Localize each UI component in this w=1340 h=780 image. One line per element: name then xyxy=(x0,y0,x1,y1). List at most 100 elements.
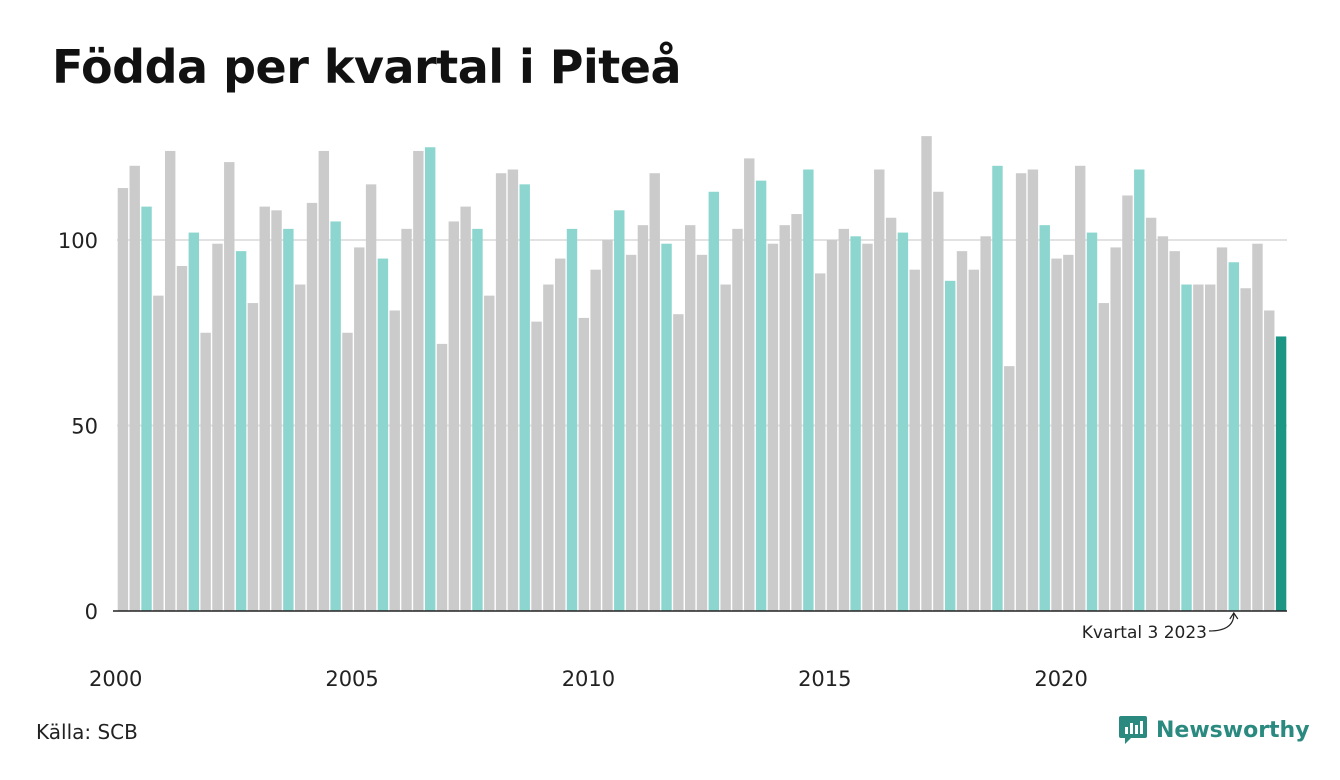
bar xyxy=(661,243,672,611)
bar xyxy=(1240,288,1251,611)
bar xyxy=(507,169,519,611)
bar xyxy=(1051,258,1062,611)
bar xyxy=(153,295,164,611)
bar xyxy=(803,169,814,611)
bar xyxy=(460,206,471,612)
bar xyxy=(744,158,755,611)
source-note: Källa: SCB xyxy=(36,720,138,744)
y-tick-label: 50 xyxy=(71,415,98,439)
bar xyxy=(992,165,1003,612)
bar xyxy=(625,254,637,611)
y-tick-label: 100 xyxy=(58,229,98,253)
annotation-arrowhead xyxy=(1229,611,1239,620)
bar xyxy=(176,265,188,611)
bar xyxy=(1063,254,1074,611)
bar xyxy=(791,214,802,611)
bar xyxy=(968,269,980,611)
bar xyxy=(1169,251,1180,611)
bar xyxy=(590,269,601,611)
bar xyxy=(1157,236,1169,612)
bar xyxy=(389,310,400,611)
bar xyxy=(1027,169,1039,611)
bar xyxy=(519,184,530,611)
bar xyxy=(141,206,152,612)
bar xyxy=(720,284,731,611)
x-tick-label: 2005 xyxy=(325,667,378,691)
brand-name: Newsworthy xyxy=(1156,717,1310,743)
bar xyxy=(944,280,956,611)
bar xyxy=(862,243,873,611)
bar xyxy=(401,228,412,611)
bar xyxy=(283,228,294,611)
bar xyxy=(318,150,330,611)
bar xyxy=(472,228,483,611)
bar xyxy=(531,321,542,611)
bar xyxy=(1193,284,1204,611)
bar xyxy=(673,314,684,611)
bar xyxy=(1110,247,1121,612)
bar xyxy=(779,225,790,611)
bar xyxy=(956,251,968,611)
bar xyxy=(767,243,779,611)
bar xyxy=(1204,284,1216,611)
brand-logo[interactable]: Newsworthy xyxy=(1118,714,1310,746)
bar xyxy=(484,295,495,611)
bar xyxy=(566,228,578,611)
bar xyxy=(117,188,129,611)
bar xyxy=(354,247,365,612)
x-tick-label: 2000 xyxy=(89,667,142,691)
bar xyxy=(885,217,897,612)
bar xyxy=(413,150,424,611)
bar xyxy=(814,273,826,611)
newsworthy-logo-icon xyxy=(1119,716,1147,744)
bar xyxy=(1122,195,1133,612)
bar xyxy=(921,136,932,611)
bar xyxy=(259,206,270,612)
bar xyxy=(1039,225,1050,611)
bar xyxy=(897,232,909,611)
y-tick-label: 0 xyxy=(85,600,98,624)
bar xyxy=(874,169,885,611)
bar xyxy=(1252,243,1263,611)
bar xyxy=(448,221,460,611)
bar xyxy=(543,284,554,611)
bar xyxy=(129,165,140,612)
bar xyxy=(732,228,743,611)
bar xyxy=(1074,165,1086,612)
x-tick-label: 2010 xyxy=(562,667,615,691)
annotation-arrow xyxy=(1208,613,1235,632)
bar xyxy=(1275,336,1287,611)
bar xyxy=(755,180,767,611)
bar xyxy=(377,258,389,611)
bar xyxy=(602,240,613,611)
bar xyxy=(330,221,341,611)
bar xyxy=(554,258,566,611)
bar xyxy=(1086,232,1098,611)
bar xyxy=(1098,303,1110,611)
bar xyxy=(1015,173,1027,611)
bar xyxy=(637,225,649,611)
annotation-label: Kvartal 3 2023 xyxy=(1082,623,1207,643)
bar xyxy=(224,162,235,611)
bar xyxy=(294,284,306,611)
bar xyxy=(696,254,708,611)
bar xyxy=(933,191,944,611)
x-tick-label: 2015 xyxy=(798,667,851,691)
bar xyxy=(614,210,625,611)
bar xyxy=(164,150,176,611)
bar xyxy=(578,317,590,611)
bar xyxy=(436,343,448,611)
bar xyxy=(212,243,223,611)
bar xyxy=(235,251,247,611)
bar xyxy=(188,232,200,611)
bar xyxy=(1264,310,1275,611)
bar xyxy=(1145,217,1157,612)
bar xyxy=(1181,284,1192,611)
bar xyxy=(342,332,353,611)
x-tick-label: 2020 xyxy=(1034,667,1087,691)
bar xyxy=(365,184,377,611)
bar xyxy=(909,269,920,611)
bar xyxy=(708,191,720,611)
bar xyxy=(838,228,850,611)
bar xyxy=(1134,169,1145,611)
